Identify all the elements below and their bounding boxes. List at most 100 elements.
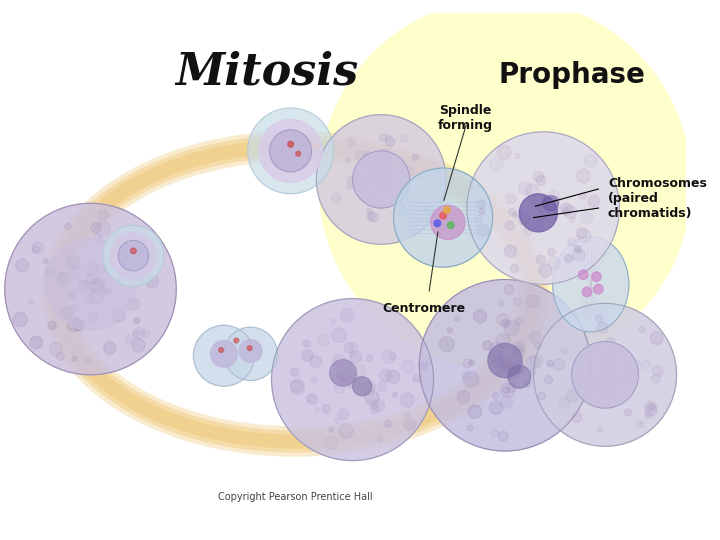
Circle shape: [592, 272, 601, 281]
Circle shape: [507, 367, 519, 379]
Circle shape: [353, 151, 410, 208]
Circle shape: [645, 401, 654, 411]
Circle shape: [392, 392, 397, 397]
Circle shape: [341, 308, 354, 322]
Circle shape: [113, 241, 127, 255]
Circle shape: [344, 342, 354, 353]
Circle shape: [318, 334, 330, 346]
Circle shape: [538, 392, 546, 400]
Circle shape: [538, 214, 545, 221]
Circle shape: [239, 340, 262, 362]
Circle shape: [467, 132, 619, 284]
Circle shape: [534, 220, 544, 230]
Circle shape: [500, 351, 505, 357]
Circle shape: [447, 327, 452, 333]
Circle shape: [502, 320, 510, 328]
Circle shape: [375, 181, 380, 186]
Circle shape: [68, 291, 76, 298]
Circle shape: [502, 361, 509, 368]
Circle shape: [505, 221, 514, 230]
Circle shape: [575, 246, 582, 253]
Circle shape: [290, 379, 303, 392]
Circle shape: [335, 418, 340, 423]
Circle shape: [413, 375, 420, 382]
Circle shape: [504, 320, 519, 336]
Circle shape: [611, 386, 616, 391]
Circle shape: [518, 213, 530, 225]
Circle shape: [396, 195, 402, 202]
Circle shape: [291, 368, 299, 376]
Circle shape: [598, 368, 611, 381]
Circle shape: [132, 339, 145, 352]
Circle shape: [533, 172, 544, 182]
Circle shape: [402, 360, 415, 373]
Circle shape: [581, 212, 593, 224]
Circle shape: [400, 393, 414, 407]
Circle shape: [338, 424, 353, 438]
Circle shape: [118, 266, 127, 275]
Circle shape: [322, 405, 330, 413]
Circle shape: [369, 212, 379, 222]
Circle shape: [547, 360, 554, 367]
Circle shape: [291, 381, 305, 394]
Circle shape: [116, 231, 124, 239]
Circle shape: [330, 319, 336, 325]
Circle shape: [496, 334, 510, 348]
Circle shape: [500, 359, 508, 368]
Circle shape: [500, 396, 513, 408]
Circle shape: [488, 343, 522, 377]
Circle shape: [434, 220, 441, 227]
Circle shape: [347, 176, 359, 187]
Text: Spindle
forming: Spindle forming: [438, 104, 492, 132]
Circle shape: [338, 374, 344, 381]
Circle shape: [394, 168, 492, 267]
Circle shape: [560, 203, 572, 215]
Circle shape: [48, 321, 56, 329]
Circle shape: [616, 355, 625, 364]
Circle shape: [593, 284, 603, 294]
Circle shape: [302, 350, 313, 361]
Circle shape: [334, 383, 345, 394]
Circle shape: [45, 239, 136, 330]
Circle shape: [82, 280, 89, 286]
Circle shape: [606, 338, 615, 346]
Circle shape: [307, 394, 315, 403]
Circle shape: [403, 181, 409, 187]
Circle shape: [361, 382, 374, 395]
Circle shape: [303, 340, 310, 347]
Circle shape: [377, 382, 387, 391]
Ellipse shape: [553, 237, 629, 332]
Circle shape: [539, 204, 547, 212]
Circle shape: [513, 341, 525, 353]
Circle shape: [400, 202, 404, 207]
Circle shape: [511, 361, 524, 373]
Circle shape: [78, 279, 90, 291]
Circle shape: [475, 215, 482, 223]
Circle shape: [104, 342, 116, 354]
Circle shape: [369, 401, 377, 409]
Circle shape: [490, 350, 503, 363]
Circle shape: [375, 175, 385, 185]
Circle shape: [378, 437, 383, 442]
Circle shape: [354, 364, 365, 376]
Circle shape: [394, 202, 399, 207]
Circle shape: [61, 307, 73, 319]
Circle shape: [609, 394, 617, 402]
Circle shape: [629, 360, 641, 372]
Circle shape: [559, 397, 570, 408]
Circle shape: [584, 154, 597, 167]
Circle shape: [498, 431, 508, 441]
Circle shape: [382, 350, 395, 363]
Circle shape: [500, 359, 511, 370]
Circle shape: [87, 274, 98, 284]
Circle shape: [234, 338, 239, 343]
Circle shape: [403, 167, 413, 177]
Circle shape: [549, 190, 559, 200]
Circle shape: [332, 193, 341, 203]
Circle shape: [639, 326, 645, 333]
Circle shape: [133, 330, 140, 337]
Circle shape: [356, 382, 364, 390]
Circle shape: [586, 376, 591, 381]
Circle shape: [516, 210, 522, 217]
Circle shape: [363, 179, 369, 185]
